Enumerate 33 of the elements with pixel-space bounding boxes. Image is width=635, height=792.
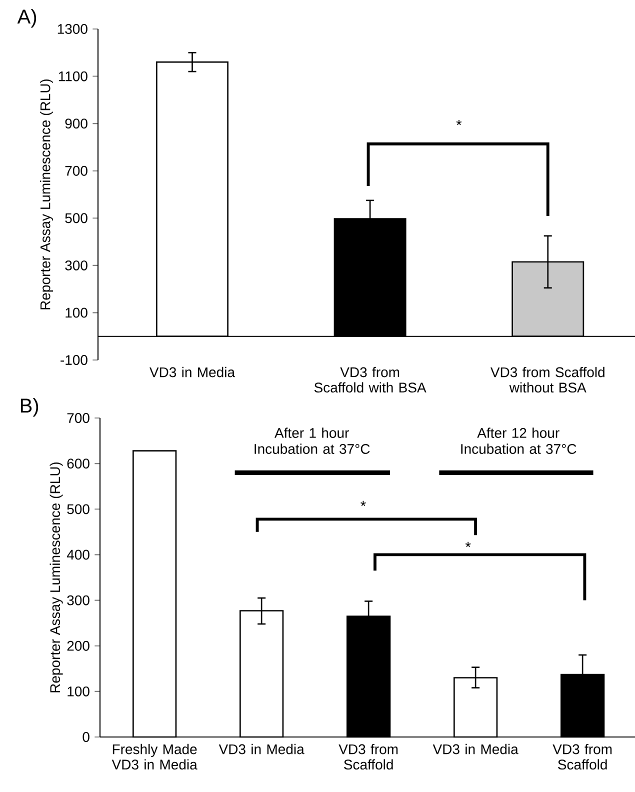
annotation: After 1 hour Incubation at 37°C (254, 428, 370, 454)
x-tick-label: VD3 from Scaffold (338, 744, 398, 770)
chart-title: B) (20, 398, 38, 417)
y-tick-label: 100 (66, 308, 88, 318)
y-tick-label: 400 (66, 550, 90, 560)
y-tick-label: 100 (68, 686, 90, 696)
x-tick-label: VD3 from Scaffold with BSA (314, 366, 426, 393)
chart-title: A) (17, 9, 36, 28)
x-tick-label: Freshly Made VD3 in Media (112, 744, 198, 770)
y-tick-label: -100 (60, 355, 88, 365)
y-axis-title: Reporter Assay Luminescence (RLU) (40, 79, 54, 310)
y-tick-label: 1100 (58, 71, 88, 82)
y-tick-label: 600 (67, 458, 90, 469)
annotation: * (456, 120, 462, 126)
y-tick-label: 1300 (58, 24, 88, 34)
annotation: * (465, 542, 471, 548)
y-tick-label: 500 (67, 504, 90, 514)
x-tick-label: VD3 from Scaffold without BSA (490, 366, 604, 393)
x-tick-label: VD3 in Media (218, 744, 304, 754)
y-tick-label: 700 (65, 166, 88, 176)
y-tick-label: 300 (67, 595, 90, 606)
y-tick-label: 900 (65, 118, 88, 129)
y-tick-label: 700 (67, 413, 90, 423)
y-tick-label: 300 (65, 260, 88, 270)
y-tick-label: 0 (82, 732, 90, 742)
annotation: After 12 hour Incubation at 37°C (461, 428, 576, 454)
x-tick-label: VD3 in Media (432, 744, 518, 754)
annotation: * (360, 500, 366, 506)
y-tick-label: 200 (67, 640, 90, 651)
y-tick-label: 500 (65, 213, 88, 224)
x-tick-label: VD3 in Media (150, 366, 236, 378)
y-axis-title: Reporter Assay Luminescence (RLU) (50, 462, 63, 692)
x-tick-label: VD3 from Scaffold (552, 744, 612, 770)
